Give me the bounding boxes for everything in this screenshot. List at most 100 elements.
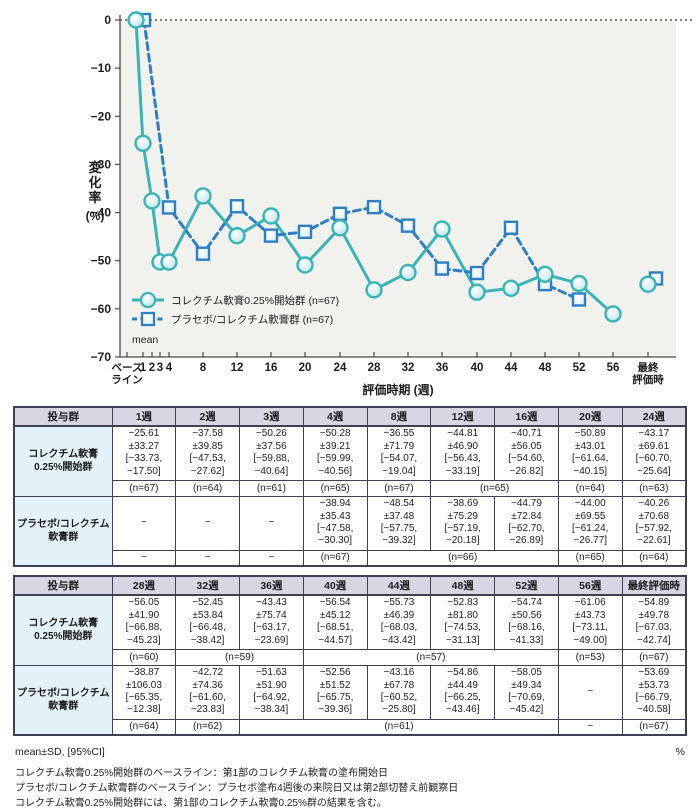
n-count-row: (n=60) (n=59) (n=57) (n=53) (n=67) <box>14 648 687 666</box>
x-tick-label: 3 <box>157 362 163 374</box>
group-column-header: 投与群 <box>13 575 113 596</box>
stat-note-row: mean±SD, [95%CI] % <box>15 746 685 758</box>
value-cell: −36.55 ±71.79 [−54.07, −19.04] <box>366 425 432 481</box>
week-header-cell: 8週 <box>366 406 432 427</box>
n-count-cell: (n=64) <box>111 718 177 736</box>
n-count-cell: (n=64) <box>621 549 687 567</box>
legend-label: プラセボ/コレクチム軟膏群 (n=67) <box>171 313 333 326</box>
week-header-cell: 2週 <box>175 406 241 427</box>
note-line: プラセボ/コレクチム軟膏群のベースライン：プラセボ塗布4週後の来院日又は第2部切… <box>15 783 459 794</box>
group-name-cell: コレクチム軟膏 0.25%開始群 <box>13 594 113 666</box>
x-tick-label: 40 <box>471 362 484 374</box>
value-cell: −25.61 ±33.27 [−33.73, −17.50] <box>111 425 177 481</box>
value-cell: −56.05 ±41.90 [−66.88, −45.23] <box>111 594 177 650</box>
x-tick-label: 28 <box>368 362 381 374</box>
n-count-cell: (n=67) <box>302 549 368 567</box>
data-point-circle <box>296 256 314 274</box>
x-tick-label: 評価時 <box>632 373 664 386</box>
value-cell: − <box>239 495 304 551</box>
week-header-cell: 12週 <box>430 406 496 427</box>
data-point-square <box>229 199 245 214</box>
x-tick-label: 24 <box>334 362 347 374</box>
value-cell: − <box>557 664 623 720</box>
value-cell: − <box>111 495 177 551</box>
footnotes: mean±SD, [95%CI] % コレクチム軟膏0.25%開始群のベースライ… <box>0 744 700 811</box>
n-count-row: (n=67) (n=64) (n=61) (n=65) (n=67) (n=65) (n=6… <box>14 479 687 497</box>
week-header-cell: 1週 <box>111 406 177 427</box>
n-count-cell: (n=59) <box>175 648 304 666</box>
value-cell: −48.54 ±37.48 [−57.75, −39.32] <box>366 495 432 551</box>
n-count-cell: (n=64) <box>557 479 623 497</box>
data-point-square <box>400 218 416 233</box>
legend-mean-note: mean <box>132 334 158 346</box>
value-cell: −38.69 ±75.29 [−57.19, −20.18] <box>430 495 496 551</box>
x-tick-label: 20 <box>299 362 312 374</box>
value-cell: −50.28 ±39.21 [−59.99, −40.56] <box>302 425 368 481</box>
x-tick-label: 8 <box>200 362 207 374</box>
results-table-2: 投与群 28週 32週 36週 40週 44週 48週 52週 56週 最終評価時 コレクチム軟膏 … <box>13 575 687 736</box>
week-header-cell: 32週 <box>175 575 241 596</box>
value-cell: −43.43 ±75.74 [−63.17, −23.69] <box>239 594 304 650</box>
data-point-circle <box>502 279 520 298</box>
x-tick-label: 52 <box>573 362 586 374</box>
value-cell: −42.72 ±74.36 [−61.60, −23.83] <box>175 664 241 720</box>
results-table-1: 投与群 1週 2週 3週 4週 8週 12週 16週 20週 24週 コレクチム軟膏 0.25%開始… <box>13 406 687 567</box>
data-point-square <box>195 246 211 261</box>
data-point-circle <box>228 227 246 245</box>
n-count-cell: (n=66) <box>366 549 559 567</box>
n-count-row: (n=64) (n=62) (n=61) − (n=67) <box>14 718 687 736</box>
n-count-cell: (n=65) <box>302 479 368 497</box>
y-tick-label: −60 <box>91 302 112 316</box>
y-tick-label: −50 <box>91 254 112 268</box>
x-tick-label: 44 <box>505 362 518 374</box>
n-count-row: − − − (n=67) (n=66) (n=65) (n=64) <box>14 549 687 567</box>
value-cell: −58.05 ±49.34 [−70.69, −45.42] <box>494 664 559 720</box>
data-point-circle <box>468 283 486 301</box>
x-tick-label: 36 <box>436 362 449 374</box>
x-axis-title: 評価時期 (週) <box>362 382 433 397</box>
y-axis-title-char: 化 <box>88 175 101 190</box>
value-cell: −52.56 ±51.52 [−65.75, −39.36] <box>302 664 368 720</box>
legend-label: コレクチム軟膏0.25%開始群 (n=67) <box>171 294 339 307</box>
week-header-cell: 40週 <box>302 575 368 596</box>
series-line-1 <box>142 18 581 301</box>
y-tick-label: −70 <box>91 350 112 364</box>
legend-square-marker <box>140 311 156 327</box>
n-count-cell: (n=57) <box>302 648 559 666</box>
change-rate-line-chart: 0 −10 −20 −30 −40 −50 −60 −70 ベース ライン 1 2 3 4 8 12 16 20 2… <box>0 0 700 400</box>
n-count-cell: (n=67) <box>111 479 177 497</box>
value-cell: −52.83 ±81.80 [−74.53, −31.13] <box>430 594 496 650</box>
value-cell: −50.89 ±43.01 [−61.64, −40.15] <box>557 425 623 481</box>
results-tables: 投与群 1週 2週 3週 4週 8週 12週 16週 20週 24週 コレクチム軟膏 0.25%開始… <box>0 400 700 736</box>
week-header-cell: 16週 <box>494 406 559 427</box>
data-point-circle <box>604 305 622 323</box>
value-cell: − <box>175 495 241 551</box>
value-row: コレクチム軟膏 0.25%開始群 −56.05 ±41.90 [−66.88, −… <box>13 594 687 666</box>
x-tick-label: 48 <box>539 362 552 374</box>
week-header-cell: 4週 <box>302 406 368 427</box>
value-cell: −54.86 ±44.49 [−66.25, −43.46] <box>430 664 496 720</box>
group-name-cell: プラセボ/コレクチム 軟膏群 <box>13 495 113 567</box>
n-count-cell: (n=53) <box>557 648 623 666</box>
note-lines: コレクチム軟膏0.25%開始群のベースライン：第1部のコレクチム軟膏の塗布開始日… <box>15 766 685 811</box>
data-point-square <box>571 292 587 307</box>
week-header-cell: 28週 <box>111 575 177 596</box>
week-header-cell: 48週 <box>430 575 496 596</box>
data-point-circle <box>127 11 145 29</box>
value-cell: −61.06 ±43.73 [−73.11, −49.00] <box>557 594 623 650</box>
x-tick-label: 最終 <box>638 361 659 374</box>
n-count-cell: − <box>557 718 623 736</box>
value-cell: −44.81 ±46.90 [−56.43, −33.19] <box>430 425 496 481</box>
value-row: プラセボ/コレクチム 軟膏群 − − − −38.94 ±35.43 [−47.58, … <box>13 495 687 567</box>
value-row: コレクチム軟膏 0.25%開始群 −25.61 ±33.27 [−33.73, −… <box>13 425 687 497</box>
value-cell: −52.45 ±53.84 [−66.48, −38.42] <box>175 594 241 650</box>
week-header-cell: 56週 <box>557 575 623 596</box>
data-point-square <box>161 200 177 215</box>
n-count-cell: (n=60) <box>111 648 177 666</box>
n-count-cell: (n=67) <box>621 718 687 736</box>
week-header-cell: 20週 <box>557 406 623 427</box>
value-cell: −38.94 ±35.43 [−47.58, −30.30] <box>302 495 368 551</box>
x-tick-label: 56 <box>607 362 620 374</box>
data-point-square <box>332 206 348 222</box>
